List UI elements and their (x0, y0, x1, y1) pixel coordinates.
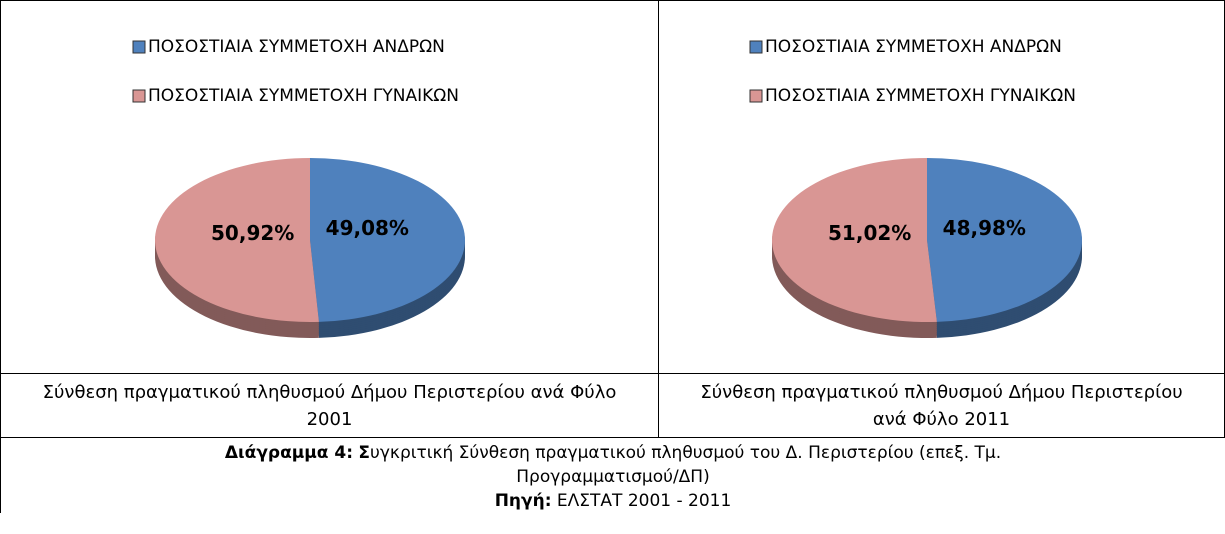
legend-swatch (132, 89, 146, 103)
figure-text: υγκριτική Σύνθεση πραγματικού πληθυσμού … (370, 443, 1002, 487)
pie-slice (772, 158, 937, 322)
source-label: Πηγή: (494, 491, 552, 511)
figure-label: Διάγραμμα 4: (224, 443, 353, 463)
legend-swatch (749, 40, 763, 54)
figure-caption-line: Διάγραμμα 4: Συγκριτική Σύνθεση πραγματι… (151, 441, 1075, 489)
data-label: 50,92% (211, 221, 294, 245)
legend-swatch (132, 40, 146, 54)
legend-label: ΠΟΣΟΣΤΙΑΙΑ ΣΥΜΜΕΤΟΧΗ ΓΥΝΑΙΚΩΝ (148, 86, 459, 106)
source-text: ΕΛΣΤΑΤ 2001 - 2011 (556, 491, 732, 511)
data-label: 49,08% (326, 216, 409, 240)
legend-label: ΠΟΣΟΣΤΙΑΙΑ ΣΥΜΜΕΤΟΧΗ ΑΝΔΡΩΝ (148, 37, 445, 57)
figure-initial: Σ (358, 443, 371, 463)
right-caption: Σύνθεση πραγματικού πληθυσμού Δήμου Περι… (658, 373, 1225, 438)
left-caption: Σύνθεση πραγματικού πληθυσμού Δήμου Περι… (0, 373, 659, 438)
source-line: Πηγή: ΕΛΣΤΑΤ 2001 - 2011 (151, 489, 1075, 513)
legend-label: ΠΟΣΟΣΤΙΑΙΑ ΣΥΜΜΕΤΟΧΗ ΓΥΝΑΙΚΩΝ (765, 86, 1076, 106)
legend-label: ΠΟΣΟΣΤΙΑΙΑ ΣΥΜΜΕΤΟΧΗ ΑΝΔΡΩΝ (765, 37, 1062, 57)
pie-slice (927, 158, 1083, 322)
charts: ΠΟΣΟΣΤΙΑΙΑ ΣΥΜΜΕΤΟΧΗ ΑΝΔΡΩΝ ΠΟΣΟΣΤΙΑΙΑ ΣΥ… (132, 37, 1083, 339)
figure-caption: Διάγραμμα 4: Συγκριτική Σύνθεση πραγματι… (0, 437, 1225, 513)
pie-slice (154, 158, 319, 323)
data-label: 51,02% (828, 221, 911, 245)
legend-swatch (749, 89, 763, 103)
pie-slice (310, 158, 465, 322)
data-label: 48,98% (943, 216, 1026, 240)
